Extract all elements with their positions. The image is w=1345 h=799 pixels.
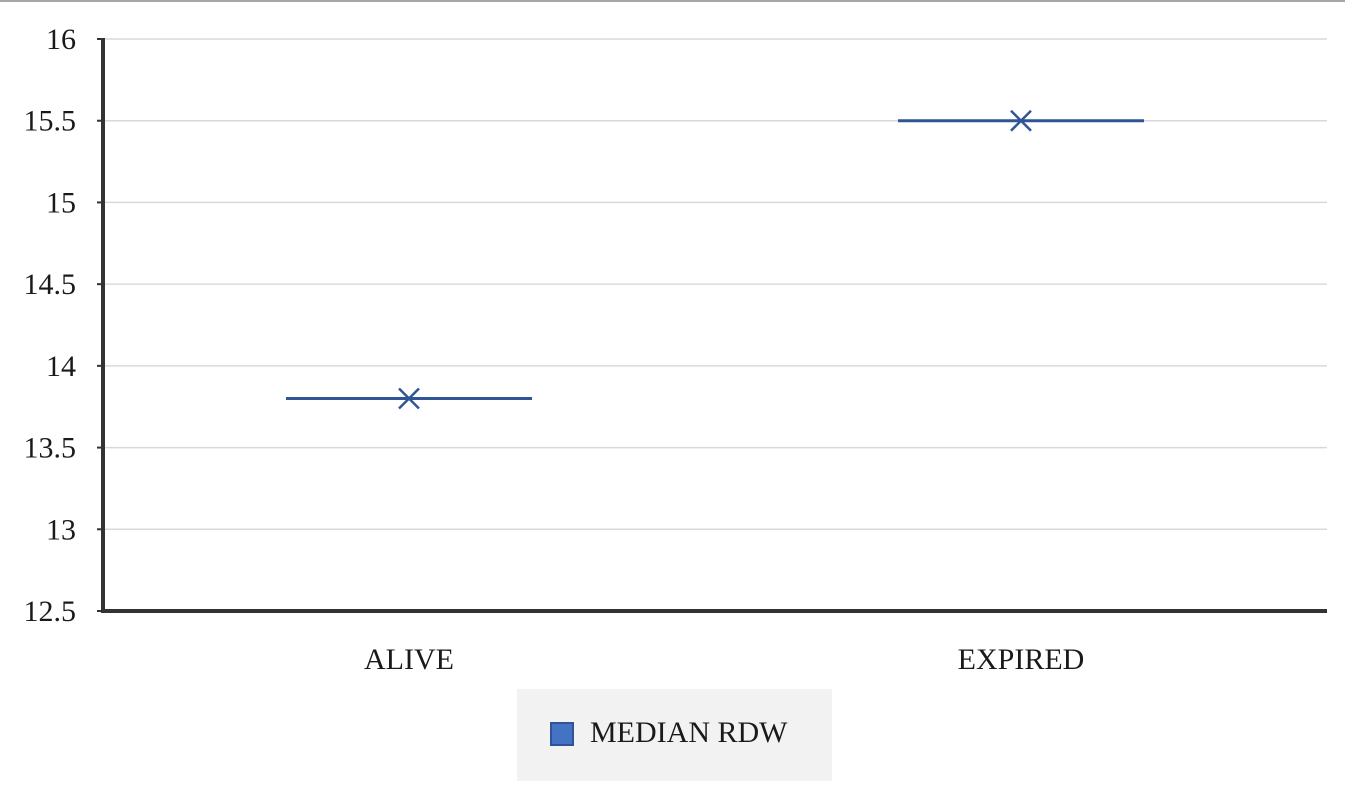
legend: MEDIAN RDW <box>517 689 832 781</box>
x-marker <box>398 387 420 410</box>
x-category-label: EXPIRED <box>958 643 1085 676</box>
y-tick-label: 14.5 <box>24 268 77 301</box>
x-marker-stroke <box>1010 109 1032 132</box>
x-category-label: ALIVE <box>364 643 454 676</box>
y-tick-label: 15 <box>46 186 76 219</box>
y-tick-label: 13 <box>46 513 76 546</box>
x-marker <box>1010 109 1032 132</box>
y-tick-label: 16 <box>46 23 76 56</box>
y-tick-label: 15.5 <box>24 105 77 138</box>
x-marker-stroke <box>398 387 420 410</box>
x-category-labels: ALIVE EXPIRED <box>364 643 1084 676</box>
y-tick-label: 12.5 <box>24 595 77 628</box>
top-border <box>0 0 1345 2</box>
legend-swatch <box>550 722 574 746</box>
gridlines <box>103 38 1327 531</box>
y-tick-label: 13.5 <box>24 432 77 465</box>
axes <box>101 38 1327 613</box>
y-tick-labels: 12.5 13 13.5 14 14.5 15 15.5 16 <box>24 23 103 628</box>
legend-label: MEDIAN RDW <box>590 716 788 749</box>
y-tick-label: 14 <box>46 350 76 383</box>
data-marks <box>286 109 1144 410</box>
